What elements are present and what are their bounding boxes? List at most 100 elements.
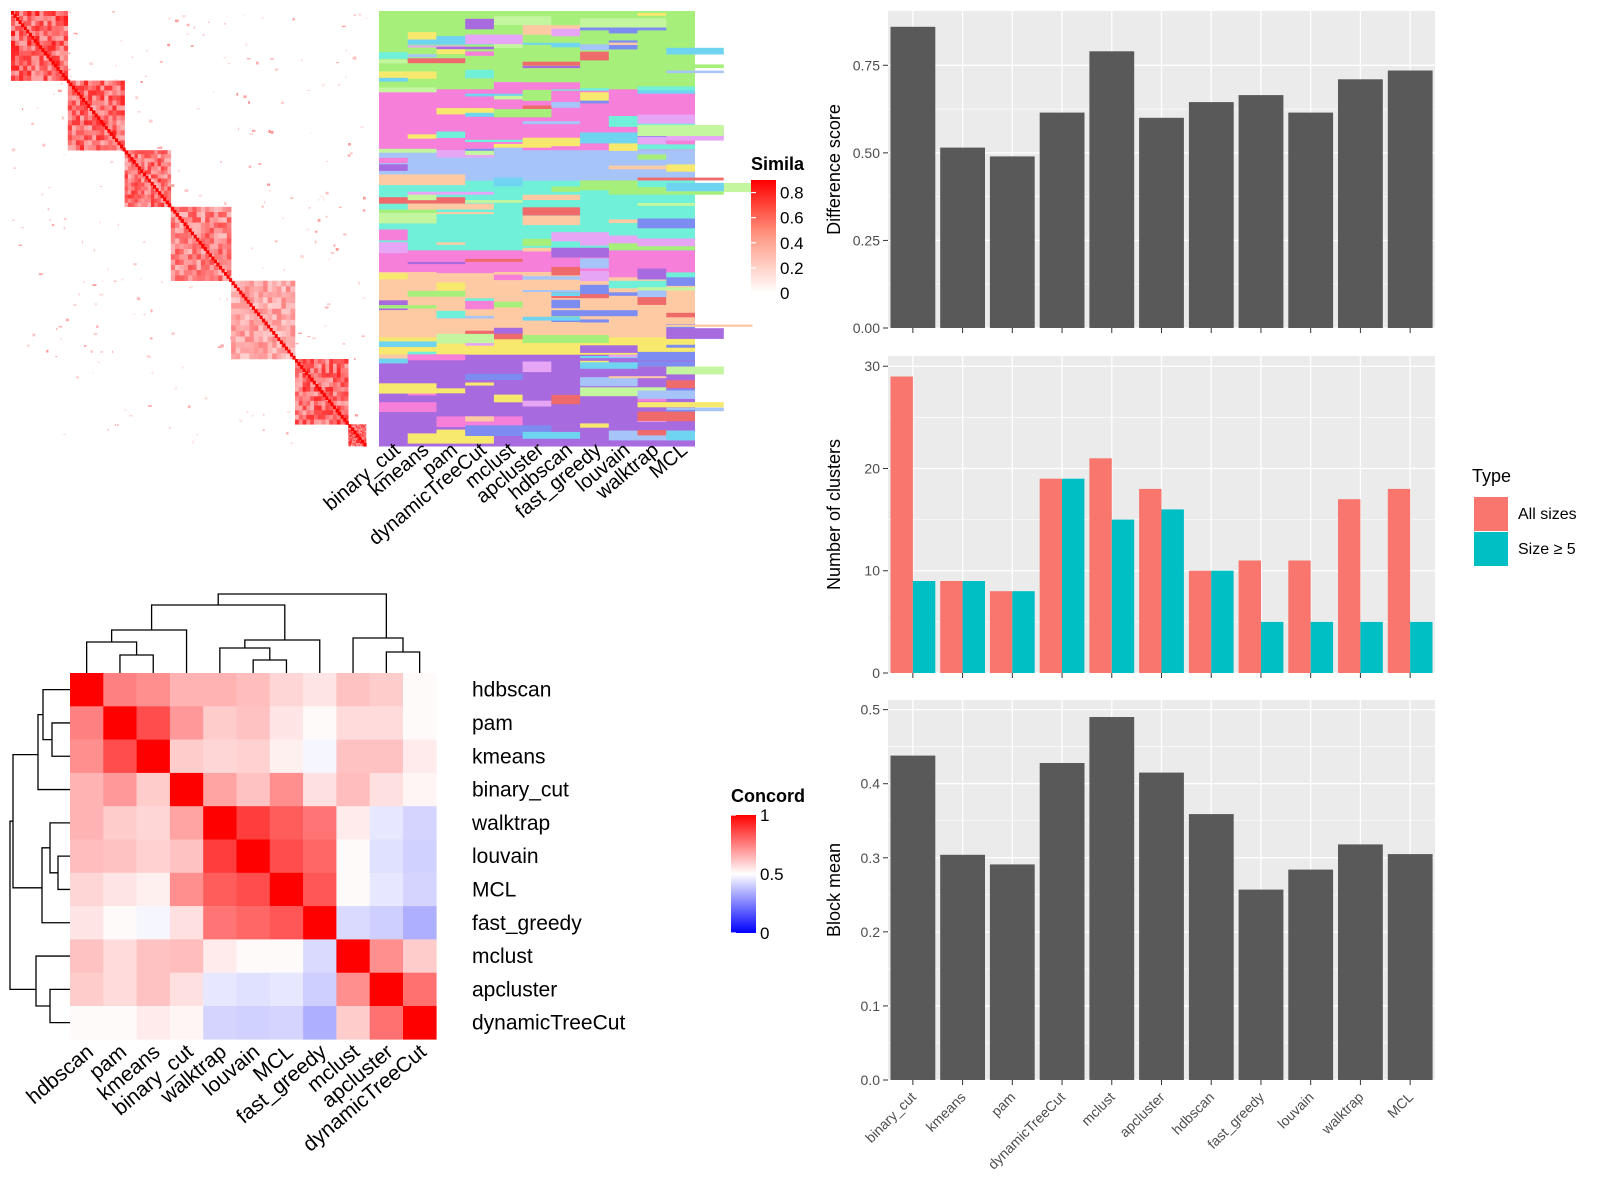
similarity-cell [198,194,203,197]
similarity-block-cell [285,342,291,349]
similarity-block-cell [231,286,236,293]
dendrogram-branch [9,820,36,990]
similarity-block-cell [27,60,32,66]
similarity-block-cell [358,424,360,427]
similarity-diagonal-cell [109,132,113,136]
similarity-cell [38,273,43,276]
similarity-cell [244,43,248,46]
similarity-block-cell [147,198,152,203]
similarity-block-cell [222,233,228,239]
similarity-block-cell [112,120,117,126]
concordance-cell [169,673,204,707]
assignment-cell [637,361,695,367]
similarity-diagonal-cell [315,383,319,388]
similarity-block-cell [88,85,93,91]
similarity-diagonal-cell [333,405,337,410]
similarity-cell [65,318,69,322]
concordance-cell [369,806,404,840]
similarity-diagonal-cell [130,157,134,161]
similarity-diagonal-cell [125,150,129,155]
similarity-block-cell [314,414,319,420]
similarity-block-cell [63,65,69,71]
assignment-cell [580,407,667,411]
similarity-block-cell [226,259,232,266]
similarity-block-cell [116,80,121,86]
similarity-block-cell [353,442,355,445]
assignment-cell [493,82,581,90]
concordance-cell [136,939,171,973]
similarity-block-cell [108,85,113,91]
similarity-block-cell [218,222,223,229]
similarity-diagonal-cell [320,390,324,394]
similarity-block-cell [154,158,158,163]
similarity-block-cell [39,65,44,71]
similarity-block-cell [175,270,180,276]
similarity-block-cell [329,419,334,425]
y-tick-label: 0.50 [853,145,880,161]
similarity-block-cell [276,331,282,337]
similarity-block-cell [80,130,85,136]
similarity-block-cell [47,11,52,17]
concordance-legend-tick-label: 1 [760,806,769,825]
assignment-cell [407,191,494,195]
similarity-cell [318,199,320,201]
assignment-cell [608,42,638,45]
similarity-diagonal-cell [56,66,60,71]
similarity-block-cell [71,95,77,101]
similarity-cell [107,268,109,271]
dendrogram-branch [57,855,70,891]
similarity-block-cell [362,436,364,439]
concordance-cell [369,772,404,807]
similarity-block-cell [67,85,73,91]
similarity-block-cell [209,217,215,223]
similarity-block-cell [84,110,89,116]
similarity-block-cell [352,435,354,437]
similarity-block-cell [170,254,176,260]
similarity-block-cell [141,194,145,199]
similarity-block-cell [263,308,268,315]
similarity-block-cell [317,382,322,388]
similarity-block-cell [55,35,60,42]
similarity-block-cell [349,435,352,437]
similarity-block-cell [344,410,349,416]
similarity-block-cell [134,166,139,171]
similarity-block-cell [364,435,367,437]
similarity-cell [300,255,304,258]
similarity-diagonal-cell [244,296,248,301]
assignment-cell [666,64,724,69]
similarity-cell [131,313,136,315]
similarity-block-cell [154,182,158,187]
dendrogram-branch [41,847,70,924]
similarity-block-cell [167,174,172,179]
x-tick-label: kmeans [923,1089,969,1135]
similarity-diagonal-cell [241,293,245,298]
similarity-block-cell [71,125,77,131]
similarity-block-cell [302,405,307,411]
similarity-block-cell [108,115,113,121]
similarity-block-cell [235,331,241,337]
similarity-diagonal-cell [229,278,233,282]
similarity-block-cell [88,80,93,86]
assignment-cell [522,413,552,424]
similarity-diagonal-cell [23,26,27,31]
similarity-block-cell [55,45,60,52]
similarity-block-cell [183,217,189,223]
similarity-block-cell [120,120,125,126]
similarity-block-cell [179,275,184,281]
similarity-block-cell [359,442,362,445]
similarity-diagonal-cell [363,442,367,447]
similarity-block-cell [75,145,81,151]
similarity-cell [343,233,347,236]
similarity-block-cell [147,182,152,187]
similarity-block-cell [302,391,307,397]
similarity-block-cell [92,95,97,101]
assignment-cell [436,131,466,138]
similarity-block-cell [100,140,105,146]
similarity-cell [63,226,66,230]
similarity-diagonal-cell [36,42,40,46]
similarity-block-cell [55,60,60,66]
similarity-block-cell [84,140,89,146]
concordance-cell [336,906,370,940]
similarity-block-cell [298,382,303,388]
similarity-block-cell [362,442,364,445]
